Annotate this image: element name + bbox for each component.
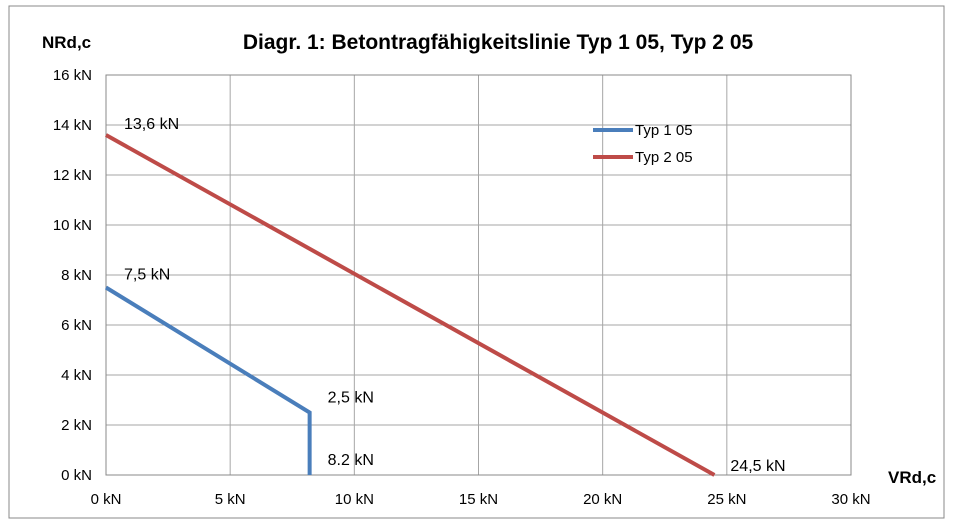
chart-title: Diagr. 1: Betontragfähigkeitslinie Typ 1… [243, 31, 754, 54]
y-axis-ticks: 0 kN 2 kN 4 kN 6 kN 8 kN 10 kN 12 kN 14 kN 16 kN [53, 67, 92, 484]
y-tick-label: 0 kN [61, 467, 92, 484]
x-tick-label: 15 kN [459, 491, 498, 508]
y-tick-label: 8 kN [61, 267, 92, 284]
x-tick-label: 25 kN [707, 491, 746, 508]
series-lines [104, 133, 716, 477]
x-tick-label: 0 kN [91, 491, 122, 508]
series-line-1 [104, 285, 312, 475]
data-label: 24,5 kN [730, 458, 785, 475]
data-label: 13,6 kN [124, 116, 179, 133]
y-axis-title: NRd,c [42, 33, 91, 52]
series-line-2 [105, 133, 716, 477]
data-label: 8.2 kN [328, 452, 374, 469]
plot-area-border [105, 74, 852, 476]
grid [105, 74, 852, 476]
x-axis-title: VRd,c [888, 468, 936, 487]
legend: Typ 1 05 Typ 2 05 [593, 122, 693, 166]
y-tick-label: 6 kN [61, 317, 92, 334]
x-axis-ticks: 0 kN 5 kN 10 kN 15 kN 20 kN 25 kN 30 kN [91, 491, 871, 508]
outer-frame [8, 5, 945, 519]
legend-label: Typ 2 05 [635, 149, 693, 166]
data-label: 2,5 kN [328, 390, 374, 407]
y-tick-label: 16 kN [53, 67, 92, 84]
y-tick-label: 4 kN [61, 367, 92, 384]
x-tick-label: 10 kN [335, 491, 374, 508]
x-tick-label: 30 kN [831, 491, 870, 508]
y-tick-label: 14 kN [53, 117, 92, 134]
data-label: 7,5 kN [124, 267, 170, 284]
y-tick-label: 12 kN [53, 167, 92, 184]
x-tick-label: 5 kN [215, 491, 246, 508]
y-tick-label: 2 kN [61, 417, 92, 434]
y-tick-label: 10 kN [53, 217, 92, 234]
data-annotations: 13,6 kN 7,5 kN 2,5 kN 8.2 kN 24,5 kN [124, 116, 786, 475]
legend-label: Typ 1 05 [635, 122, 693, 139]
x-tick-label: 20 kN [583, 491, 622, 508]
